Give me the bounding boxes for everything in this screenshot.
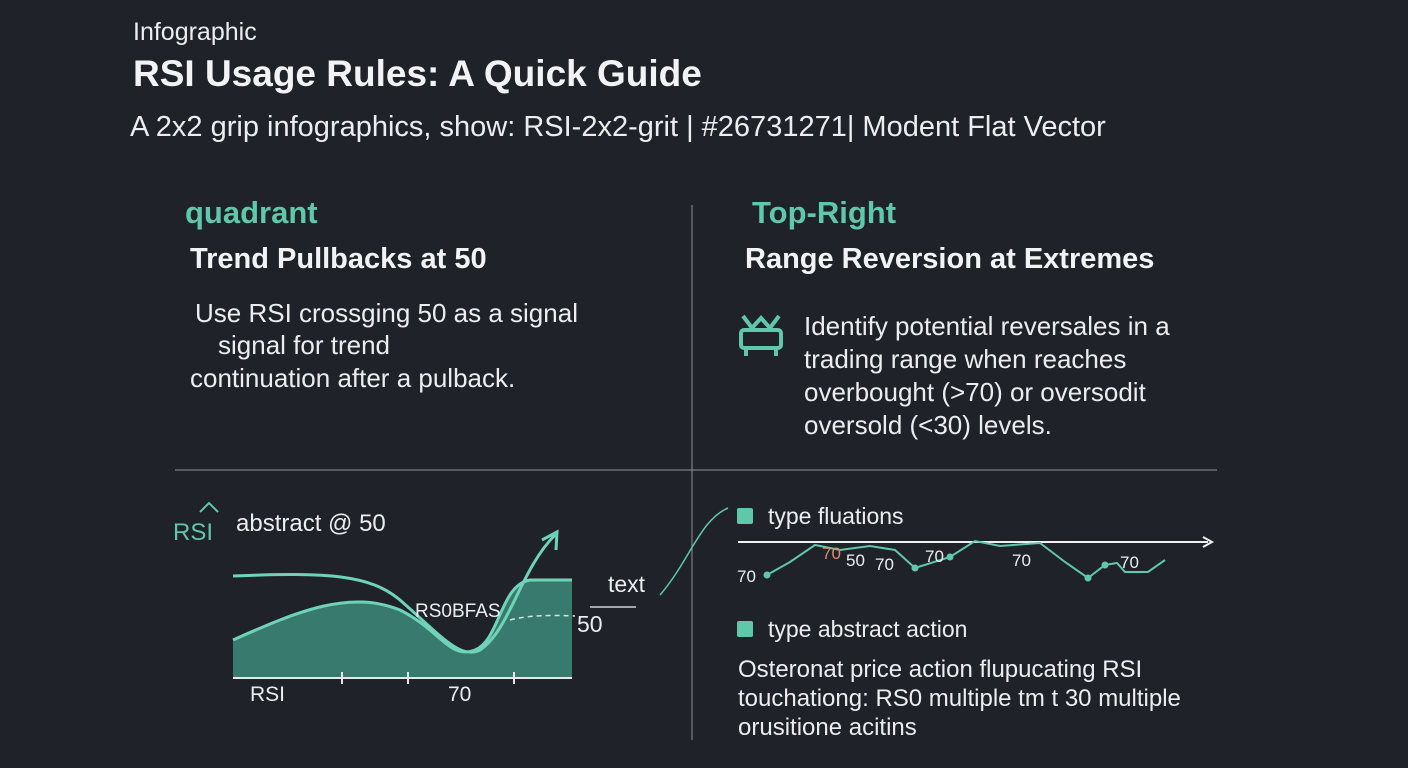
quadrant-body: oversold (<30) levels.: [804, 410, 1052, 440]
marker-label: 70: [1012, 551, 1031, 570]
area: [233, 580, 572, 678]
quadrant-body: trading range when reaches: [804, 344, 1126, 374]
legend-label: type fluations: [768, 503, 904, 529]
body-text: touchationg: RS0 multiple tm t 30 multip…: [738, 685, 1181, 712]
quadrant-body: Identify potential reversales in a: [804, 311, 1170, 341]
legend-swatch: [737, 621, 753, 637]
quadrant-heading: Range Reversion at Extremes: [745, 243, 1154, 275]
level-label: 50: [577, 611, 603, 637]
area-label: RS0BFAS: [415, 601, 501, 622]
marker-label: 70: [822, 544, 841, 563]
quadrant-tag: quadrant: [185, 195, 318, 230]
quadrant-tag: Top-Right: [752, 195, 896, 230]
axis-label: RSI: [250, 683, 285, 706]
rsi-line: [766, 539, 1166, 580]
body-text: Osteronat price action flupucating RSI: [738, 656, 1142, 683]
legend-label: type abstract action: [768, 616, 967, 642]
quadrant-body: signal for trend: [218, 330, 390, 360]
subtitle: A 2x2 grip infographics, show: RSI-2x2-g…: [130, 111, 1106, 143]
arrow-head: [1202, 536, 1215, 548]
legend-swatch: [737, 508, 753, 524]
quadrant-heading: Trend Pullbacks at 50: [190, 243, 487, 275]
area-line: [232, 578, 572, 654]
quadrant-body: Use RSI crossging 50 as a signal: [195, 298, 578, 328]
range-icon: [739, 314, 783, 356]
arrow-head: [541, 529, 559, 551]
title: RSI Usage Rules: A Quick Guide: [133, 53, 702, 94]
connector: [659, 507, 729, 596]
marker-label: 50: [846, 551, 865, 570]
quadrant-body: overbought (>70) or oversodit: [804, 377, 1147, 407]
points: [763, 553, 1109, 582]
rsi-line: [232, 533, 557, 654]
icon-label: RSI: [173, 519, 213, 546]
callout: text: [608, 571, 646, 597]
marker-label: 70: [925, 547, 944, 566]
quadrant-body: continuation after a pulback.: [190, 363, 515, 393]
body-text: orusitione acitins: [738, 714, 917, 741]
axis-label: 70: [448, 683, 471, 706]
marker-label: 70: [1120, 553, 1139, 572]
header-label: Infographic: [133, 18, 257, 46]
caption: abstract @ 50: [236, 510, 386, 537]
marker-label: 70: [875, 555, 894, 574]
level-line: [509, 614, 576, 621]
marker-label: 70: [737, 567, 756, 586]
icon: [199, 501, 219, 513]
